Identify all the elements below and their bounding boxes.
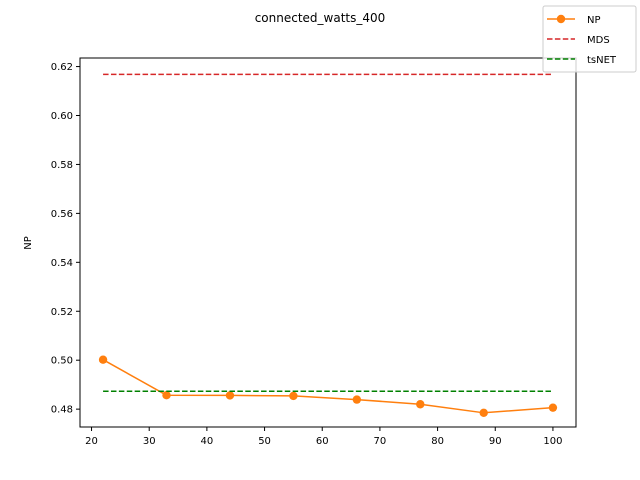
data-point-np: [225, 391, 235, 400]
y-tick-label: 0.60: [51, 111, 73, 122]
legend-frame: [542, 5, 637, 73]
series-line-np: [102, 359, 553, 414]
data-point-np: [416, 400, 425, 409]
legend-label-tsnet: tsNET: [587, 55, 617, 66]
y-tick-label: 0.62: [51, 62, 73, 73]
data-point-np: [352, 395, 362, 404]
y-tick-label: 0.52: [51, 307, 73, 318]
x-tick-label: 80: [431, 436, 444, 447]
x-tick-label: 30: [143, 436, 156, 447]
y-tick-label: 0.48: [51, 405, 73, 416]
plot-frame: [79, 57, 577, 428]
chart-title: connected_watts_400: [255, 11, 386, 25]
y-tick-label: 0.54: [51, 258, 73, 269]
x-tick-label: 50: [258, 436, 271, 447]
x-tick-label: 70: [374, 436, 387, 447]
y-axis-label: NP: [23, 236, 34, 250]
plot-area: 20 30 40 50 60 70 80 90 100 0.48 0.50 0.52 0.54 0.56 0…: [51, 62, 563, 447]
x-tick-label: 20: [85, 436, 98, 447]
data-point-np: [548, 403, 558, 412]
y-tick-label: 0.50: [51, 356, 73, 367]
y-tick-label: 0.56: [51, 209, 73, 220]
legend: NP MDS tsNET: [542, 5, 637, 73]
data-point-np: [162, 390, 171, 400]
legend-marker-np: [556, 14, 566, 24]
data-point-np: [479, 408, 488, 418]
x-tick-label: 100: [543, 436, 562, 447]
y-tick-label: 0.58: [51, 160, 73, 171]
x-tick-label: 40: [201, 436, 214, 447]
x-tick-label: 60: [316, 436, 329, 447]
legend-label-mds: MDS: [587, 35, 610, 46]
data-point-np: [98, 355, 108, 364]
data-point-np: [289, 391, 298, 401]
legend-label-np: NP: [587, 15, 601, 26]
x-tick-label: 90: [489, 436, 502, 447]
